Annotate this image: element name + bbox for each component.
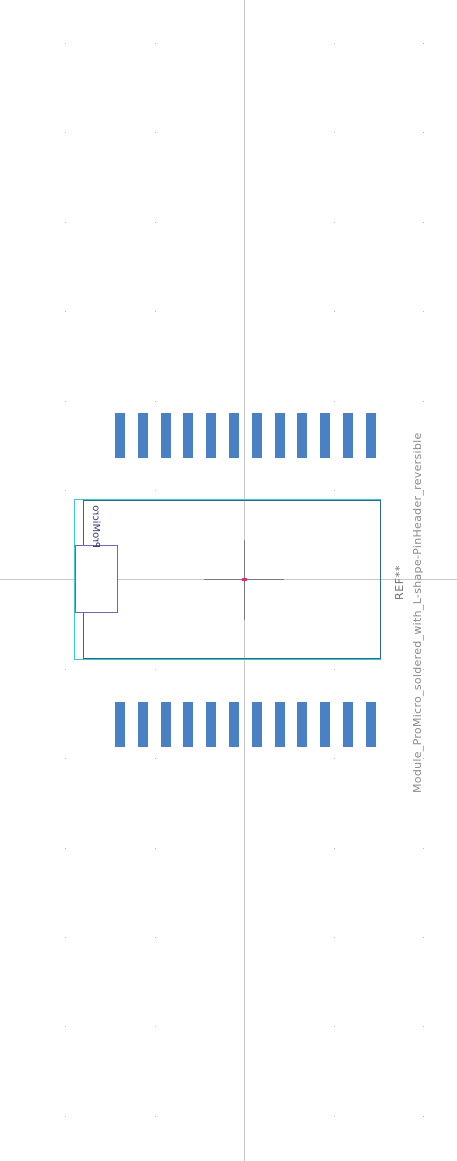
pad-top-1[interactable] — [115, 413, 125, 458]
pad-top-4[interactable] — [183, 413, 193, 458]
grid-dot — [155, 758, 156, 759]
grid-dot — [334, 401, 335, 402]
origin-marker — [242, 578, 247, 581]
pad-top-8[interactable] — [275, 413, 285, 458]
pad-bottom-3[interactable] — [161, 702, 171, 747]
grid-dot — [423, 669, 424, 670]
grid-dot — [155, 222, 156, 223]
pad-bottom-9[interactable] — [297, 702, 307, 747]
pad-bottom-4[interactable] — [183, 702, 193, 747]
grid-dot — [423, 1026, 424, 1027]
grid-dot — [423, 222, 424, 223]
pad-top-6[interactable] — [229, 413, 239, 458]
pad-bottom-10[interactable] — [320, 702, 330, 747]
grid-dot — [334, 43, 335, 44]
grid-dot — [423, 401, 424, 402]
grid-dot — [423, 937, 424, 938]
pad-bottom-11[interactable] — [343, 702, 353, 747]
pad-top-7[interactable] — [252, 413, 262, 458]
grid-dot — [423, 1116, 424, 1117]
grid-dot — [155, 1026, 156, 1027]
grid-dot — [155, 1116, 156, 1117]
pad-top-10[interactable] — [320, 413, 330, 458]
grid-dot — [423, 311, 424, 312]
grid-dot — [155, 311, 156, 312]
pad-top-2[interactable] — [138, 413, 148, 458]
grid-dot — [334, 490, 335, 491]
grid-dot — [423, 43, 424, 44]
pad-bottom-8[interactable] — [275, 702, 285, 747]
grid-dot — [155, 848, 156, 849]
pad-top-9[interactable] — [297, 413, 307, 458]
value-label: ProMicro — [90, 505, 101, 548]
grid-dot — [65, 1116, 66, 1117]
grid-dot — [155, 43, 156, 44]
grid-dot — [155, 401, 156, 402]
grid-dot — [65, 669, 66, 670]
grid-dot — [155, 669, 156, 670]
grid-dot — [334, 311, 335, 312]
grid-dot — [155, 937, 156, 938]
pad-bottom-7[interactable] — [252, 702, 262, 747]
grid-dot — [65, 758, 66, 759]
pad-bottom-2[interactable] — [138, 702, 148, 747]
grid-dot — [65, 222, 66, 223]
pad-top-12[interactable] — [366, 413, 376, 458]
grid-dot — [334, 1026, 335, 1027]
grid-dot — [155, 490, 156, 491]
pad-top-11[interactable] — [343, 413, 353, 458]
grid-dot — [423, 758, 424, 759]
grid-dot — [65, 132, 66, 133]
grid-dot — [65, 1026, 66, 1027]
grid-dot — [334, 937, 335, 938]
grid-dot — [423, 132, 424, 133]
pad-bottom-1[interactable] — [115, 702, 125, 747]
grid-dot — [334, 1116, 335, 1117]
grid-dot — [65, 311, 66, 312]
grid-dot — [65, 937, 66, 938]
grid-dot — [334, 758, 335, 759]
grid-dot — [334, 669, 335, 670]
pad-top-3[interactable] — [161, 413, 171, 458]
footprint-name-label: Module_ProMicro_soldered_with_L-shape-Pi… — [411, 432, 424, 793]
grid-dot — [334, 132, 335, 133]
grid-dot — [155, 132, 156, 133]
grid-dot — [334, 848, 335, 849]
pad-bottom-5[interactable] — [206, 702, 216, 747]
pad-bottom-6[interactable] — [229, 702, 239, 747]
grid-dot — [65, 43, 66, 44]
grid-dot — [65, 490, 66, 491]
reference-label: REF** — [393, 565, 406, 600]
grid-dot — [423, 490, 424, 491]
pad-top-5[interactable] — [206, 413, 216, 458]
grid-dot — [334, 222, 335, 223]
grid-dot — [423, 848, 424, 849]
grid-dot — [65, 848, 66, 849]
grid-dot — [65, 401, 66, 402]
pad-bottom-12[interactable] — [366, 702, 376, 747]
value-label-box — [75, 545, 118, 613]
